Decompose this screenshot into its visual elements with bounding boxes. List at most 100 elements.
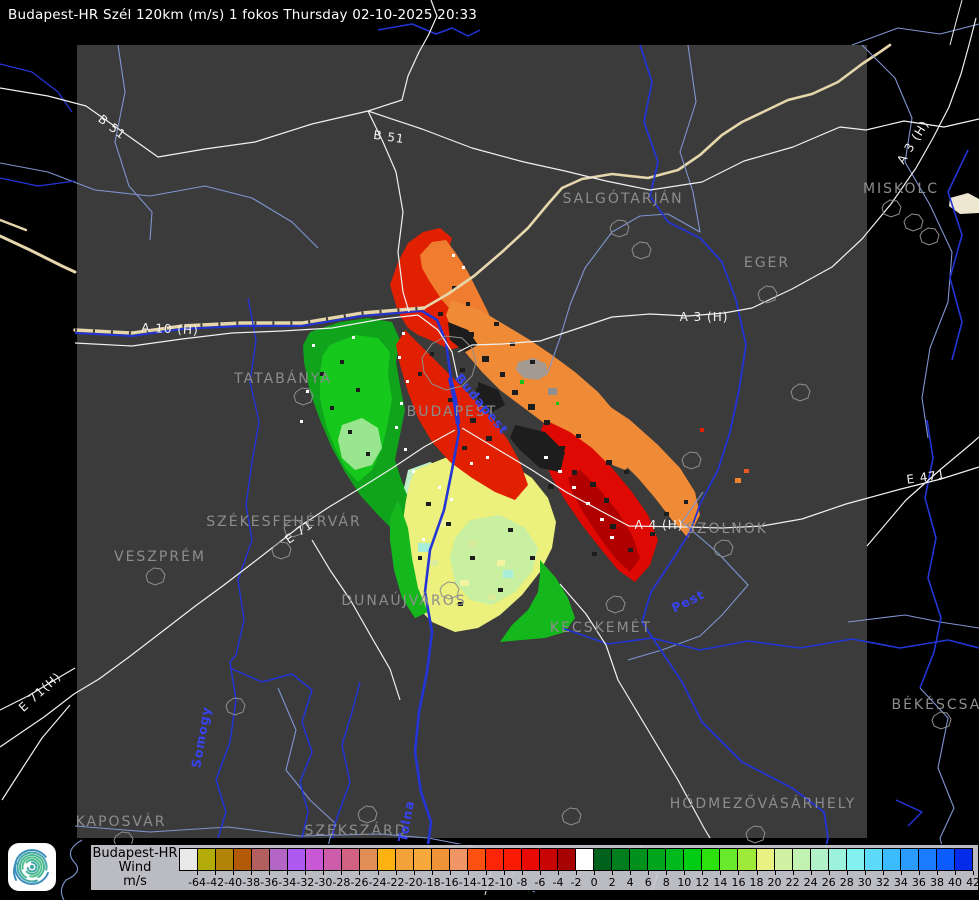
legend-bin (486, 849, 505, 870)
legend-tick: 34 (883, 871, 908, 891)
legend-tick: -30 (305, 871, 332, 891)
legend-bin (648, 849, 667, 870)
legend-bin (666, 849, 685, 870)
urban-area-patch (949, 193, 979, 214)
legend-product-quantity: Wind (118, 860, 152, 875)
cyclone-logo-icon (8, 843, 56, 891)
legend-tick: 14 (702, 871, 727, 891)
legend-tick: -64 (179, 871, 206, 891)
legend-tick: -12 (468, 871, 495, 891)
legend-bin (918, 849, 937, 870)
legend-bin (540, 849, 559, 870)
legend-product-name: Budapest-HR (92, 846, 178, 861)
legend-bin (594, 849, 613, 870)
legend-tick: 10 (666, 871, 691, 891)
product-title: Budapest-HR Szél 120km (m/s) 1 fokos Thu… (8, 7, 478, 23)
legend-bin (738, 849, 757, 870)
legend-scale: -64 -42 -40 -38 -36 -34 -32 -30 -28 -26 -24 -22 -20-… (179, 848, 979, 891)
legend-tick: -24 (359, 871, 387, 891)
legend-bin (684, 849, 703, 870)
legend-bin (360, 849, 379, 870)
legend-tick: 26 (811, 871, 836, 891)
legend-bin (792, 849, 811, 870)
legend-tick: -40 (215, 871, 242, 891)
legend-bin (306, 849, 325, 870)
county-border-lines (0, 23, 979, 900)
legend-tick: 38 (919, 871, 944, 891)
city-outlines (113, 199, 952, 850)
legend-tick: -2 (558, 871, 582, 891)
legend-tick: 32 (865, 871, 890, 891)
legend-bin (378, 849, 397, 870)
legend-tick: 28 (829, 871, 854, 891)
legend-bin (576, 849, 595, 870)
legend-tick: -8 (504, 871, 527, 891)
legend-tick: 6 (630, 871, 652, 891)
road-b51 (0, 87, 979, 191)
road-e71 (0, 429, 456, 748)
legend-tick: 18 (738, 871, 764, 891)
legend-ticks: -64 -42 -40 -38 -36 -34 -32 -30 -28 -26 -24 -22 -20-… (179, 871, 979, 891)
budapest-outline (421, 335, 477, 391)
legend-tick: 36 (901, 871, 926, 891)
legend-tick: 8 (648, 871, 670, 891)
legend-tick: -38 (233, 871, 260, 891)
legend-tick: -4 (540, 871, 563, 891)
legend-tick: 2 (594, 871, 616, 891)
legend-bin (756, 849, 775, 870)
legend-tick: -26 (341, 871, 368, 891)
legend-bins (179, 848, 973, 871)
legend-bin (612, 849, 631, 870)
legend-bin (414, 849, 433, 870)
legend-bin (396, 849, 415, 870)
legend-panel: Budapest-HR Wind m/s -64 -42 -40 -38 -36 -34-… (90, 844, 979, 891)
legend-tick: -22 (378, 871, 405, 891)
legend-bar: Budapest-HR Wind m/s -64 -42 -40 -38 -36 -34-… (0, 838, 979, 900)
river-lines (0, 23, 979, 871)
legend-product: Budapest-HR Wind m/s (91, 847, 179, 889)
legend-tick: -16 (432, 871, 459, 891)
legend-tick: -14 (450, 871, 477, 891)
road-a10 (74, 314, 419, 347)
legend-bin (936, 849, 955, 870)
legend-tick: -20 (396, 871, 423, 891)
legend-bin (342, 849, 361, 870)
legend-tick: 4 (612, 871, 634, 891)
legend-tick: -10 (486, 871, 513, 891)
legend-bin (720, 849, 739, 870)
legend-tick: 12 (684, 871, 709, 891)
legend-tick: 30 (847, 871, 872, 891)
radar-field (300, 228, 749, 642)
legend-tick: 24 (793, 871, 818, 891)
legend-bin (954, 849, 972, 870)
legend-bin (288, 849, 307, 870)
road-a4 (461, 427, 979, 529)
legend-tick: 22 (775, 871, 800, 891)
legend-tick: 0 (576, 871, 598, 891)
legend-bin (558, 849, 577, 870)
legend-tick: -34 (269, 871, 296, 891)
legend-tick: -42 (197, 871, 224, 891)
legend-bin (198, 849, 217, 870)
legend-bin (522, 849, 541, 870)
legend-tick: -6 (522, 871, 545, 891)
radar-speckles (320, 286, 688, 606)
legend-bin (702, 849, 721, 870)
legend-bin (846, 849, 865, 870)
danube-river (413, 309, 461, 871)
legend-bin (432, 849, 451, 870)
legend-bin (234, 849, 253, 870)
legend-tick: 40 (937, 871, 962, 891)
legend-bin (324, 849, 343, 870)
legend-tick: -32 (287, 871, 314, 891)
legend-bin (252, 849, 271, 870)
legend-bin (450, 849, 469, 870)
zero-isodop-speckles (300, 254, 614, 541)
legend-tick: -28 (323, 871, 350, 891)
legend-bin (180, 849, 199, 870)
legend-bin (774, 849, 793, 870)
legend-bin (810, 849, 829, 870)
